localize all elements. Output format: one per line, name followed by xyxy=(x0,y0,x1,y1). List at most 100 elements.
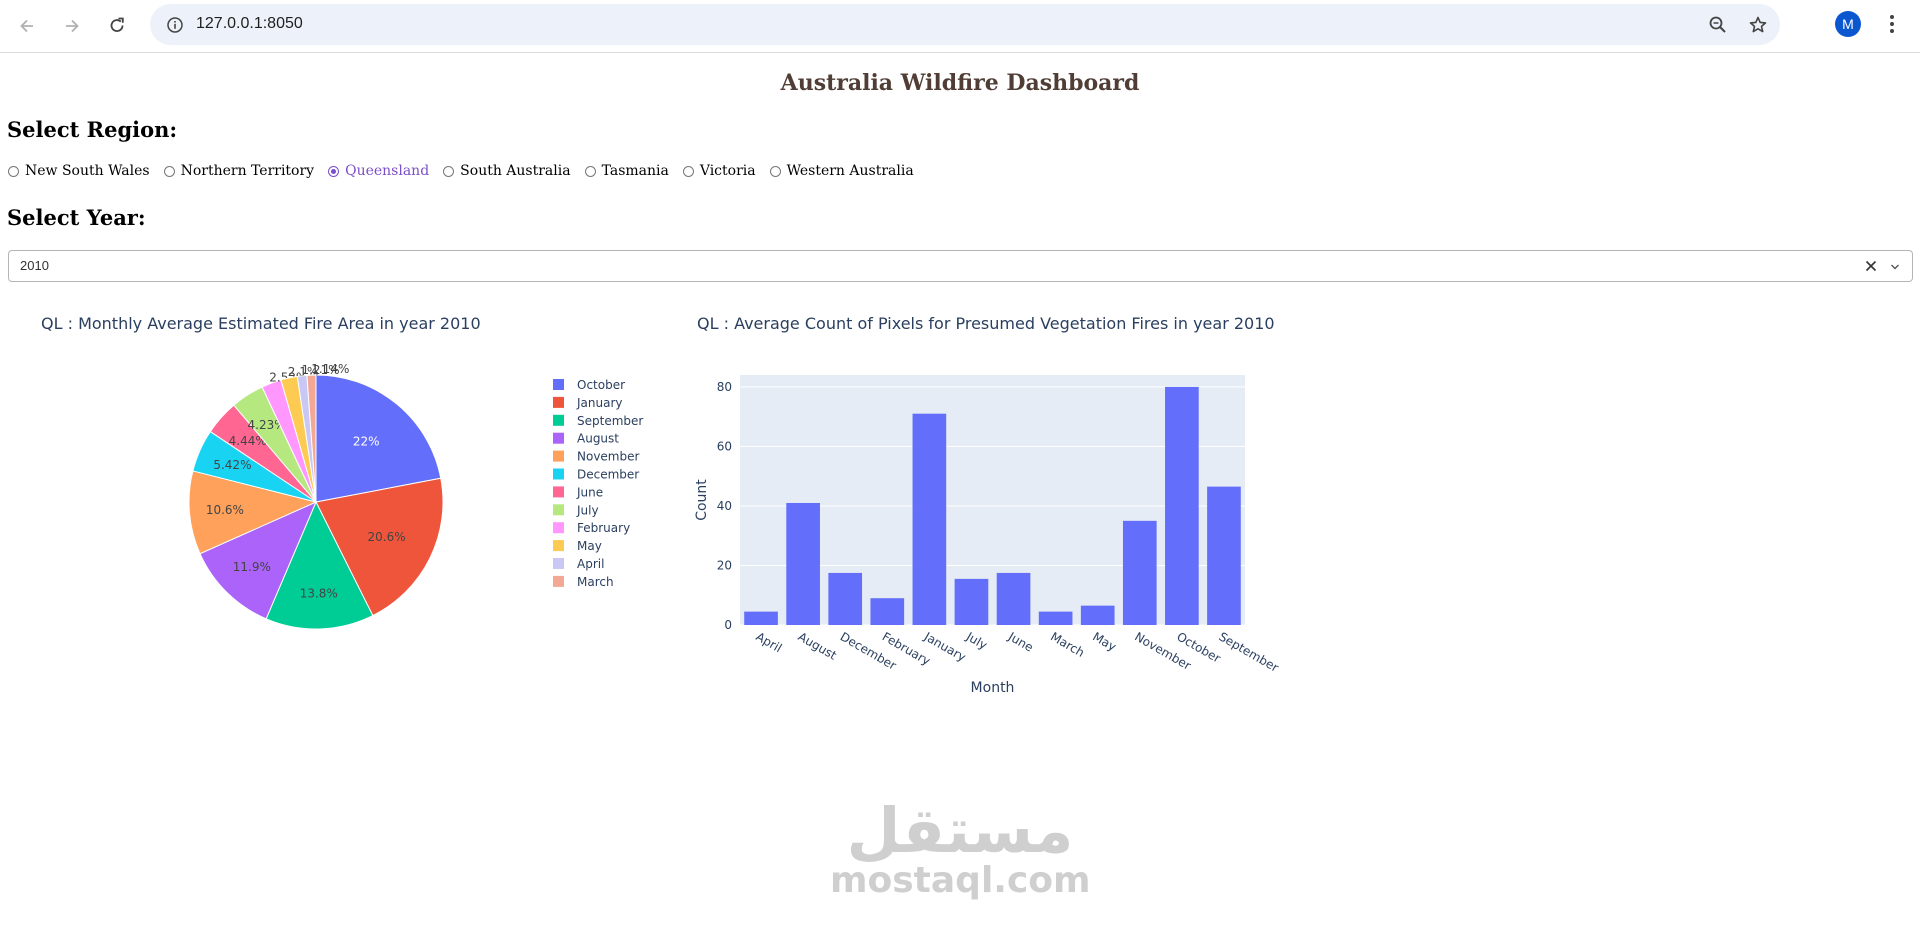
legend-item[interactable]: April xyxy=(577,557,604,571)
pie-slice[interactable] xyxy=(306,374,317,503)
x-tick-label: August xyxy=(796,629,840,662)
plot-area xyxy=(740,375,1245,625)
y-tick-label: 60 xyxy=(717,439,732,453)
forward-arrow-icon xyxy=(66,19,79,33)
legend-swatch[interactable] xyxy=(553,540,564,552)
radio-button[interactable] xyxy=(584,165,596,177)
region-option-label: Victoria xyxy=(699,163,756,179)
region-option-label: Northern Territory xyxy=(180,163,315,179)
chevron-down-icon[interactable] xyxy=(1888,258,1902,276)
legend-swatch[interactable] xyxy=(553,504,564,516)
region-option[interactable]: Northern Territory xyxy=(163,163,315,179)
legend-item[interactable]: January xyxy=(576,396,623,410)
bar[interactable] xyxy=(1207,486,1241,625)
pie-data-label: 4.44% xyxy=(229,434,267,448)
pie-slice[interactable] xyxy=(199,501,317,620)
bar[interactable] xyxy=(996,572,1031,625)
bar[interactable] xyxy=(954,578,989,625)
region-option-label: Queensland xyxy=(345,163,430,179)
bar[interactable] xyxy=(786,502,820,625)
region-option[interactable]: South Australia xyxy=(443,163,571,179)
pie-data-label: 13.8% xyxy=(300,586,338,600)
legend-item[interactable]: February xyxy=(577,521,630,535)
region-option-label: New South Wales xyxy=(25,163,150,179)
kebab-menu-icon[interactable] xyxy=(1880,12,1904,36)
region-option[interactable]: Tasmania xyxy=(584,163,669,179)
forward-button[interactable] xyxy=(54,8,90,44)
pie-slice[interactable] xyxy=(315,374,442,503)
region-option[interactable]: Western Australia xyxy=(769,163,914,179)
bar[interactable] xyxy=(828,572,863,625)
radio-button[interactable] xyxy=(163,165,175,177)
legend-item[interactable]: November xyxy=(577,450,639,464)
legend-swatch[interactable] xyxy=(553,414,564,426)
x-tick-label: May xyxy=(1090,629,1118,654)
pie-slice[interactable] xyxy=(265,500,374,630)
region-radio-group: New South Wales Northern Territory Queensl… xyxy=(8,163,928,179)
bar[interactable] xyxy=(744,611,778,625)
zoom-icon[interactable] xyxy=(1706,13,1730,37)
pie-slice[interactable] xyxy=(188,470,318,555)
radio-button[interactable] xyxy=(8,165,19,177)
address-bar[interactable]: 127.0.0.1:8050 xyxy=(150,4,1780,45)
legend-item[interactable]: March xyxy=(577,575,614,589)
url-text[interactable]: 127.0.0.1:8050 xyxy=(196,15,303,32)
year-dropdown[interactable]: 2010 xyxy=(8,250,1913,282)
legend-swatch[interactable] xyxy=(553,450,564,462)
legend-swatch[interactable] xyxy=(553,575,564,587)
region-option[interactable]: Queensland xyxy=(328,163,429,179)
legend-swatch[interactable] xyxy=(553,486,564,498)
legend-item[interactable]: October xyxy=(577,378,625,392)
browser-toolbar: 127.0.0.1:8050 M xyxy=(0,0,1920,53)
bar[interactable] xyxy=(870,598,905,625)
legend-swatch[interactable] xyxy=(553,396,564,408)
radio-button[interactable] xyxy=(443,165,455,177)
legend-item[interactable]: May xyxy=(577,539,602,553)
legend-swatch[interactable] xyxy=(553,522,564,534)
legend-swatch[interactable] xyxy=(553,558,564,569)
x-tick-label: June xyxy=(1005,629,1036,655)
radio-button[interactable] xyxy=(682,165,694,177)
bookmark-star-icon[interactable] xyxy=(1746,13,1770,37)
reload-button[interactable] xyxy=(99,8,135,44)
x-axis-label: Month xyxy=(971,680,1015,696)
back-arrow-icon xyxy=(20,19,33,33)
site-info-icon[interactable] xyxy=(162,12,188,38)
pie-data-label: 10.6% xyxy=(206,503,244,517)
legend-item[interactable]: August xyxy=(577,432,619,446)
pie-slice[interactable] xyxy=(315,477,444,617)
region-option-label: Western Australia xyxy=(786,163,914,179)
legend-item[interactable]: June xyxy=(576,485,603,499)
legend-swatch[interactable] xyxy=(553,379,564,390)
page-title: Australia Wildfire Dashboard xyxy=(780,70,1140,96)
region-option[interactable]: Victoria xyxy=(682,163,756,179)
bar[interactable] xyxy=(1038,611,1073,625)
profile-avatar[interactable]: M xyxy=(1835,11,1861,37)
y-tick-label: 80 xyxy=(717,380,732,394)
bar[interactable] xyxy=(1122,520,1157,625)
pie-chart-title: QL : Monthly Average Estimated Fire Area… xyxy=(41,314,481,333)
legend-swatch[interactable] xyxy=(553,432,564,444)
year-dropdown-value: 2010 xyxy=(20,258,49,273)
bar[interactable] xyxy=(1165,386,1199,625)
y-axis-label: Count xyxy=(694,479,710,521)
pie-data-label: 4.23% xyxy=(248,418,286,432)
region-label: Select Region: xyxy=(7,117,178,142)
radio-button[interactable] xyxy=(328,165,340,177)
bar[interactable] xyxy=(912,413,947,625)
watermark-latin: mostaql.com xyxy=(830,860,1091,901)
legend-item[interactable]: July xyxy=(576,503,599,517)
radio-button[interactable] xyxy=(769,165,781,177)
clear-icon[interactable] xyxy=(1862,257,1880,275)
x-tick-label: September xyxy=(1216,629,1280,674)
y-tick-label: 20 xyxy=(717,558,732,572)
x-tick-label: April xyxy=(754,629,785,655)
legend-swatch[interactable] xyxy=(553,468,564,480)
year-label: Select Year: xyxy=(7,205,146,230)
legend-item[interactable]: September xyxy=(577,414,643,428)
region-option[interactable]: New South Wales xyxy=(8,163,150,179)
legend-item[interactable]: December xyxy=(577,468,639,482)
bar-chart-title: QL : Average Count of Pixels for Presume… xyxy=(697,314,1275,333)
bar[interactable] xyxy=(1080,605,1115,625)
back-button[interactable] xyxy=(9,8,45,44)
